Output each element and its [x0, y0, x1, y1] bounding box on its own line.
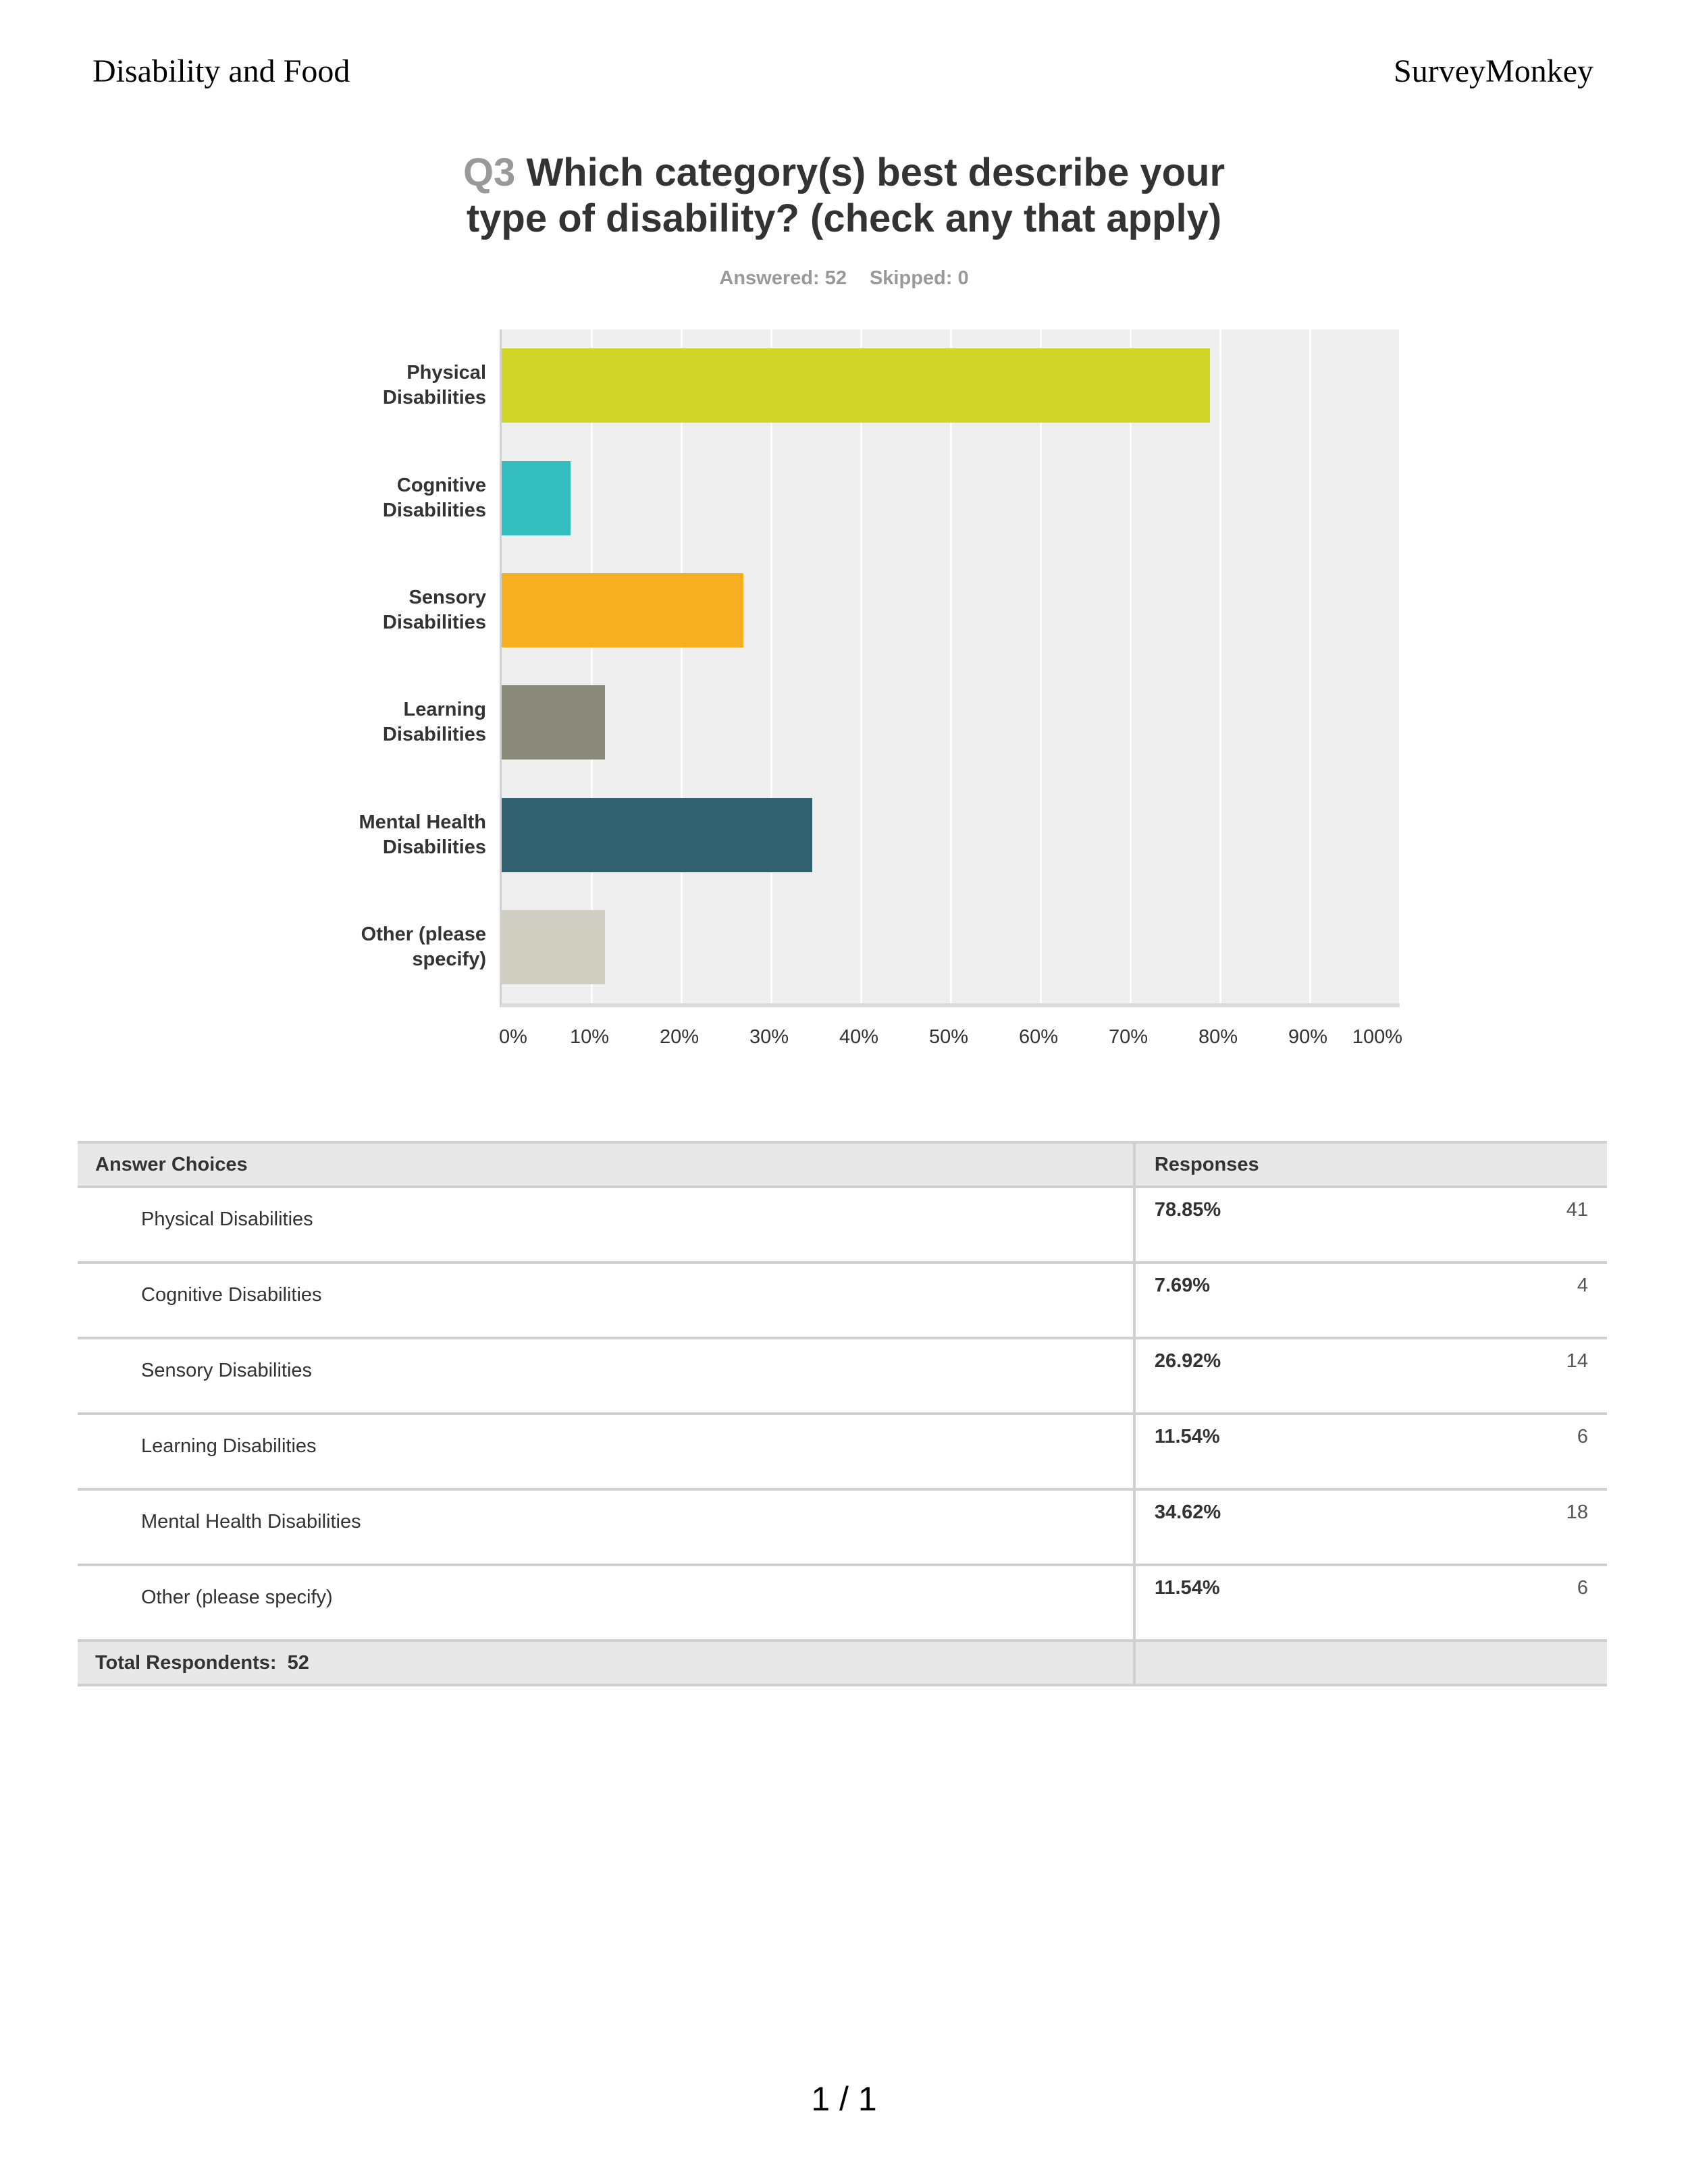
response-percent: 34.62%: [1132, 1488, 1456, 1565]
response-count: 14: [1456, 1337, 1607, 1414]
total-row: Total Respondents: 52: [78, 1639, 1607, 1686]
total-respondents: Total Respondents: 52: [78, 1639, 1134, 1686]
response-count: 4: [1456, 1261, 1607, 1338]
answered-count: Answered: 52: [719, 267, 847, 289]
answer-choice: Other (please specify): [78, 1564, 1134, 1641]
table-row: Other (please specify) 11.54% 6: [78, 1564, 1607, 1641]
question-number: Q3: [463, 151, 516, 194]
table-row: Sensory Disabilities 26.92% 14: [78, 1337, 1607, 1414]
response-stats: Answered: 52 Skipped: 0: [0, 267, 1688, 290]
gridline: [590, 329, 593, 1003]
answer-choice: Cognitive Disabilities: [78, 1261, 1134, 1338]
table-row: Cognitive Disabilities 7.69% 4: [78, 1261, 1607, 1338]
x-axis-tick-label: 20%: [659, 1026, 700, 1048]
brand-name: SurveyMonkey: [1394, 53, 1593, 89]
x-axis-tick-label: 80%: [1198, 1026, 1238, 1048]
gridline: [770, 329, 772, 1003]
answer-choice: Physical Disabilities: [78, 1186, 1134, 1262]
bar-mental-health-disabilities: [502, 797, 813, 872]
gridline: [1219, 329, 1221, 1003]
response-count: 6: [1456, 1412, 1607, 1489]
x-axis-tick-label: 70%: [1108, 1026, 1149, 1048]
gridline: [1398, 329, 1401, 1003]
response-percent: 11.54%: [1132, 1412, 1456, 1489]
bar-physical-disabilities: [502, 348, 1210, 423]
skipped-count: Skipped: 0: [869, 267, 969, 289]
question-title: Q3 Which category(s) best describe your …: [0, 150, 1688, 242]
gridline: [680, 329, 683, 1003]
bar-chart-plot-area: [500, 329, 1401, 1007]
total-label: Total Respondents:: [95, 1651, 277, 1674]
x-axis-tick-label: 90%: [1288, 1026, 1328, 1048]
y-axis-label: Learning Disabilities: [382, 699, 486, 746]
x-axis-tick-label: 0%: [499, 1026, 527, 1048]
table-row: Physical Disabilities 78.85% 41: [78, 1186, 1607, 1262]
response-percent: 11.54%: [1132, 1564, 1456, 1641]
total-blank-cell: [1132, 1639, 1607, 1686]
gridline: [1309, 329, 1311, 1003]
bar-other-please-specify: [502, 909, 606, 984]
y-axis-label: Physical Disabilities: [382, 362, 486, 409]
x-axis-tick-label: 100%: [1352, 1026, 1403, 1048]
x-axis-tick-label: 10%: [569, 1026, 610, 1048]
response-percent: 26.92%: [1132, 1337, 1456, 1414]
answer-choice: Learning Disabilities: [78, 1412, 1134, 1489]
y-axis-label: Sensory Disabilities: [382, 586, 486, 633]
y-axis-label: Other (please specify): [361, 923, 486, 970]
column-header-responses: Responses: [1132, 1141, 1607, 1187]
question-title-line1: Which category(s) best describe your: [526, 151, 1225, 194]
answer-choice: Mental Health Disabilities: [78, 1488, 1134, 1565]
response-percent: 78.85%: [1132, 1186, 1456, 1262]
page-number: 1 / 1: [811, 2080, 877, 2118]
bar-sensory-disabilities: [502, 572, 744, 647]
response-percent: 7.69%: [1132, 1261, 1456, 1338]
table-row: Learning Disabilities 11.54% 6: [78, 1412, 1607, 1489]
answer-choice: Sensory Disabilities: [78, 1337, 1134, 1414]
x-axis-tick-label: 30%: [749, 1026, 789, 1048]
question-title-line2: type of disability? (check any that appl…: [466, 196, 1222, 240]
response-count: 41: [1456, 1186, 1607, 1262]
bar-learning-disabilities: [502, 685, 606, 760]
gridline: [1039, 329, 1042, 1003]
x-axis-tick-label: 40%: [839, 1026, 879, 1048]
document-title: Disability and Food: [93, 53, 350, 89]
column-header-answer-choices: Answer Choices: [78, 1141, 1134, 1187]
responses-table: Answer Choices Responses Physical Disabi…: [78, 1141, 1607, 1686]
total-value: 52: [287, 1651, 309, 1674]
table-row: Mental Health Disabilities 34.62% 18: [78, 1488, 1607, 1565]
x-axis-tick-label: 60%: [1018, 1026, 1059, 1048]
bar-cognitive-disabilities: [502, 460, 571, 535]
gridline: [949, 329, 952, 1003]
x-axis-tick-label: 50%: [928, 1026, 969, 1048]
response-count: 6: [1456, 1564, 1607, 1641]
gridline: [1129, 329, 1132, 1003]
y-axis-label: Mental Health Disabilities: [359, 811, 486, 858]
y-axis-label: Cognitive Disabilities: [382, 474, 486, 521]
gridline: [860, 329, 862, 1003]
response-count: 18: [1456, 1488, 1607, 1565]
